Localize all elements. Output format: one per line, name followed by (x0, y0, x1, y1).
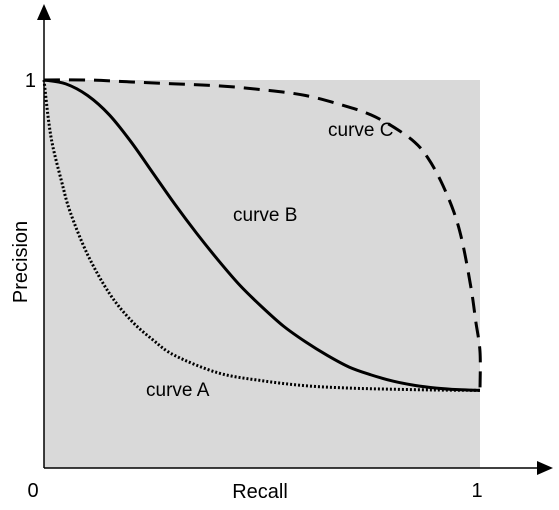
curve-b-label: curve B (233, 205, 297, 226)
axes-layer (37, 4, 553, 475)
curve-b-line (43, 78, 481, 392)
y-axis-arrowhead (37, 4, 51, 20)
curve-a-label: curve A (146, 380, 210, 401)
curve-a-line (42, 79, 481, 392)
y-tick-label-1: 1 (25, 70, 36, 92)
y-axis-title: Precision (10, 221, 32, 303)
x-tick-label-0: 0 (27, 480, 38, 502)
x-tick-label-1: 1 (471, 480, 482, 502)
plot-area (44, 80, 480, 468)
curve-c-line (43, 78, 482, 391)
curve-c-label: curve C (328, 120, 393, 141)
x-axis-title: Recall (232, 481, 288, 503)
curves-layer (42, 78, 482, 392)
x-axis-arrowhead (537, 461, 553, 475)
